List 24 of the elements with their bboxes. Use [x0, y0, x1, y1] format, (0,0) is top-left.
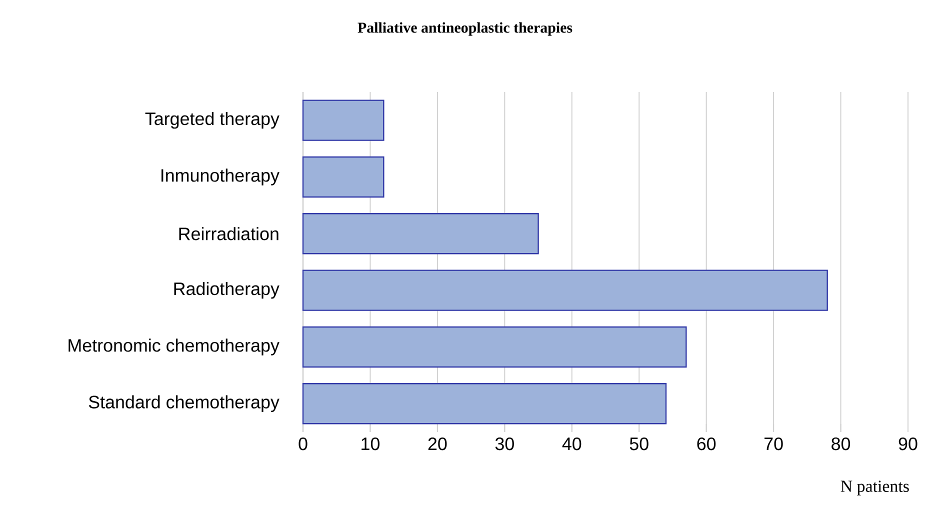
bar: [302, 326, 687, 368]
bar: [302, 100, 384, 141]
bar: [302, 156, 384, 198]
bar: [302, 213, 539, 254]
bar: [302, 383, 667, 424]
y-tick-label: Targeted therapy: [145, 112, 280, 129]
x-tick-label: 90: [898, 438, 918, 450]
x-tick-label: 10: [362, 438, 380, 450]
x-tick-label: 50: [630, 438, 648, 450]
x-axis-title: N patients: [840, 480, 909, 496]
bar: [302, 270, 828, 311]
x-tick-label: 20: [428, 438, 447, 450]
x-tick-label: 80: [832, 438, 850, 450]
y-tick-label: Standard chemotherapy: [88, 395, 280, 412]
x-tick-label: 40: [562, 438, 582, 450]
y-tick-label: Reirradiation: [179, 227, 278, 240]
y-tick-label: Metronomic chemotherapy: [68, 338, 280, 356]
x-tick-label: 30: [495, 438, 514, 450]
x-tick-label: 70: [764, 438, 783, 450]
x-tick-label: 60: [697, 438, 716, 450]
x-tick-label: 0: [298, 438, 308, 450]
y-tick-label: Inmunotherapy: [162, 168, 280, 186]
chart-title: Palliative antineoplastic therapies: [358, 22, 572, 36]
y-tick-label: Radiotherapy: [174, 282, 280, 299]
